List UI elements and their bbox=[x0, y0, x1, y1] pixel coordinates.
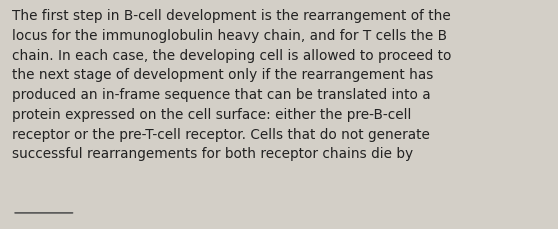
Text: The first step in B-cell development is the rearrangement of the
locus for the i: The first step in B-cell development is … bbox=[12, 9, 451, 161]
